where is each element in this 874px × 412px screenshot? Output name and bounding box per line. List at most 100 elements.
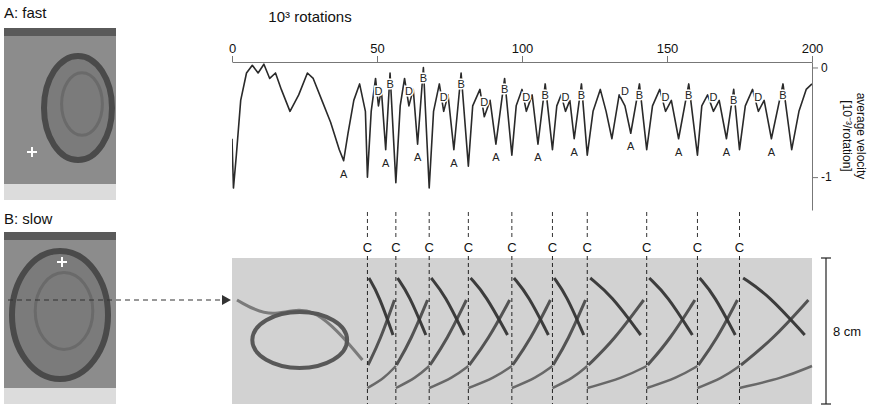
streak [700, 278, 736, 335]
annotation: B [730, 94, 737, 106]
c-dashed-line [468, 256, 469, 404]
c-label: C [464, 240, 473, 255]
c-label: C [735, 240, 744, 255]
arrow-line [8, 299, 222, 300]
tick-label: 150 [657, 41, 679, 56]
annotation: A [340, 168, 348, 180]
streak [552, 366, 587, 388]
annotation: A [627, 140, 635, 152]
tick: 0 [229, 41, 236, 62]
tick-label: -1 [821, 170, 832, 184]
tick-mark [812, 177, 818, 178]
c-label: C [548, 240, 557, 255]
streak [553, 300, 585, 365]
x-axis-title: 10³ rotations [268, 8, 351, 25]
streak [369, 278, 393, 335]
scale-bar-cap [821, 403, 831, 404]
photo-vortex [44, 56, 112, 160]
c-label: C [693, 240, 702, 255]
photo-background [4, 232, 116, 404]
tick-mark [812, 67, 818, 68]
photo-b [4, 232, 116, 404]
streak [468, 366, 512, 388]
photo-top-strip [4, 232, 116, 240]
c-dashed-line [468, 212, 469, 238]
streak [431, 278, 464, 335]
annotations: AAAAAAAAAAADDDDDDDDDDBBBBBBBBBB [340, 72, 787, 179]
photo-vortex [12, 251, 108, 379]
annotation: D [405, 85, 413, 97]
annotation: A [534, 151, 542, 163]
streak [513, 300, 551, 365]
photo-background [4, 28, 116, 200]
annotation: D [709, 91, 717, 103]
c-label: C [507, 240, 516, 255]
tick-mark [667, 56, 668, 62]
photo-top-strip [4, 28, 116, 36]
photo-bottom-strip [4, 184, 116, 200]
tick-mark [812, 56, 813, 62]
figure: A: fastB: slow8 cmCCCCCCCCCC050100150200… [0, 0, 874, 412]
space-time-image [232, 258, 812, 404]
annotation: D [662, 91, 670, 103]
tick-label: 50 [370, 41, 384, 56]
annotation: B [578, 89, 585, 101]
c-label: C [425, 240, 434, 255]
plot-area [232, 64, 812, 188]
c-dashed-line [367, 256, 368, 404]
scale-bar-line [825, 258, 826, 404]
photo-vortex-inner [35, 273, 93, 350]
annotation: A [492, 151, 500, 163]
scale-bar-cap [821, 257, 831, 258]
streak [469, 300, 509, 365]
panel-label: A: fast [4, 4, 47, 21]
space-time-background [232, 258, 812, 404]
c-dashed-line [552, 256, 553, 404]
annotation: B [457, 78, 464, 90]
probe-mark [61, 257, 63, 267]
annotation: D [480, 96, 488, 108]
streak [397, 300, 428, 365]
c-dashed-line [395, 212, 396, 238]
annotation: A [675, 146, 683, 158]
streak [429, 366, 468, 388]
annotation: D [522, 91, 530, 103]
c-dashed-line [429, 212, 430, 238]
c-dashed-line [646, 256, 647, 404]
tick-mark [232, 56, 233, 62]
tick: 150 [657, 41, 679, 62]
annotation: A [382, 157, 390, 169]
c-dashed-line [395, 256, 396, 404]
streak [252, 312, 347, 368]
streak [741, 300, 808, 365]
streak [698, 300, 737, 365]
y-axis-title-line: average velocity [854, 93, 868, 180]
tick: 100 [512, 41, 534, 62]
streak [368, 300, 394, 365]
streak [587, 366, 646, 388]
tick-label: 200 [802, 41, 824, 56]
streak [514, 278, 549, 335]
annotation: A [768, 146, 776, 158]
velocity-line [232, 64, 812, 188]
streak [743, 278, 805, 335]
tick: 50 [370, 41, 384, 62]
streak [512, 366, 553, 388]
streak [237, 300, 362, 360]
streak [697, 366, 739, 388]
axis-line [812, 63, 813, 211]
annotation: A [723, 146, 731, 158]
c-dashed-line [587, 256, 588, 404]
c-dashed-line [511, 212, 512, 238]
c-dashed-line [739, 212, 740, 238]
annotation: A [571, 146, 579, 158]
c-label: C [391, 240, 400, 255]
c-label: C [642, 240, 651, 255]
c-lines: CCCCCCCCCC [363, 212, 744, 404]
c-dashed-line [429, 256, 430, 404]
annotation: D [374, 85, 382, 97]
scale-bar: 8 cm [821, 258, 861, 404]
tick-label: 0 [821, 61, 828, 75]
tick-label: 0 [229, 41, 236, 56]
annotation: B [420, 72, 427, 84]
